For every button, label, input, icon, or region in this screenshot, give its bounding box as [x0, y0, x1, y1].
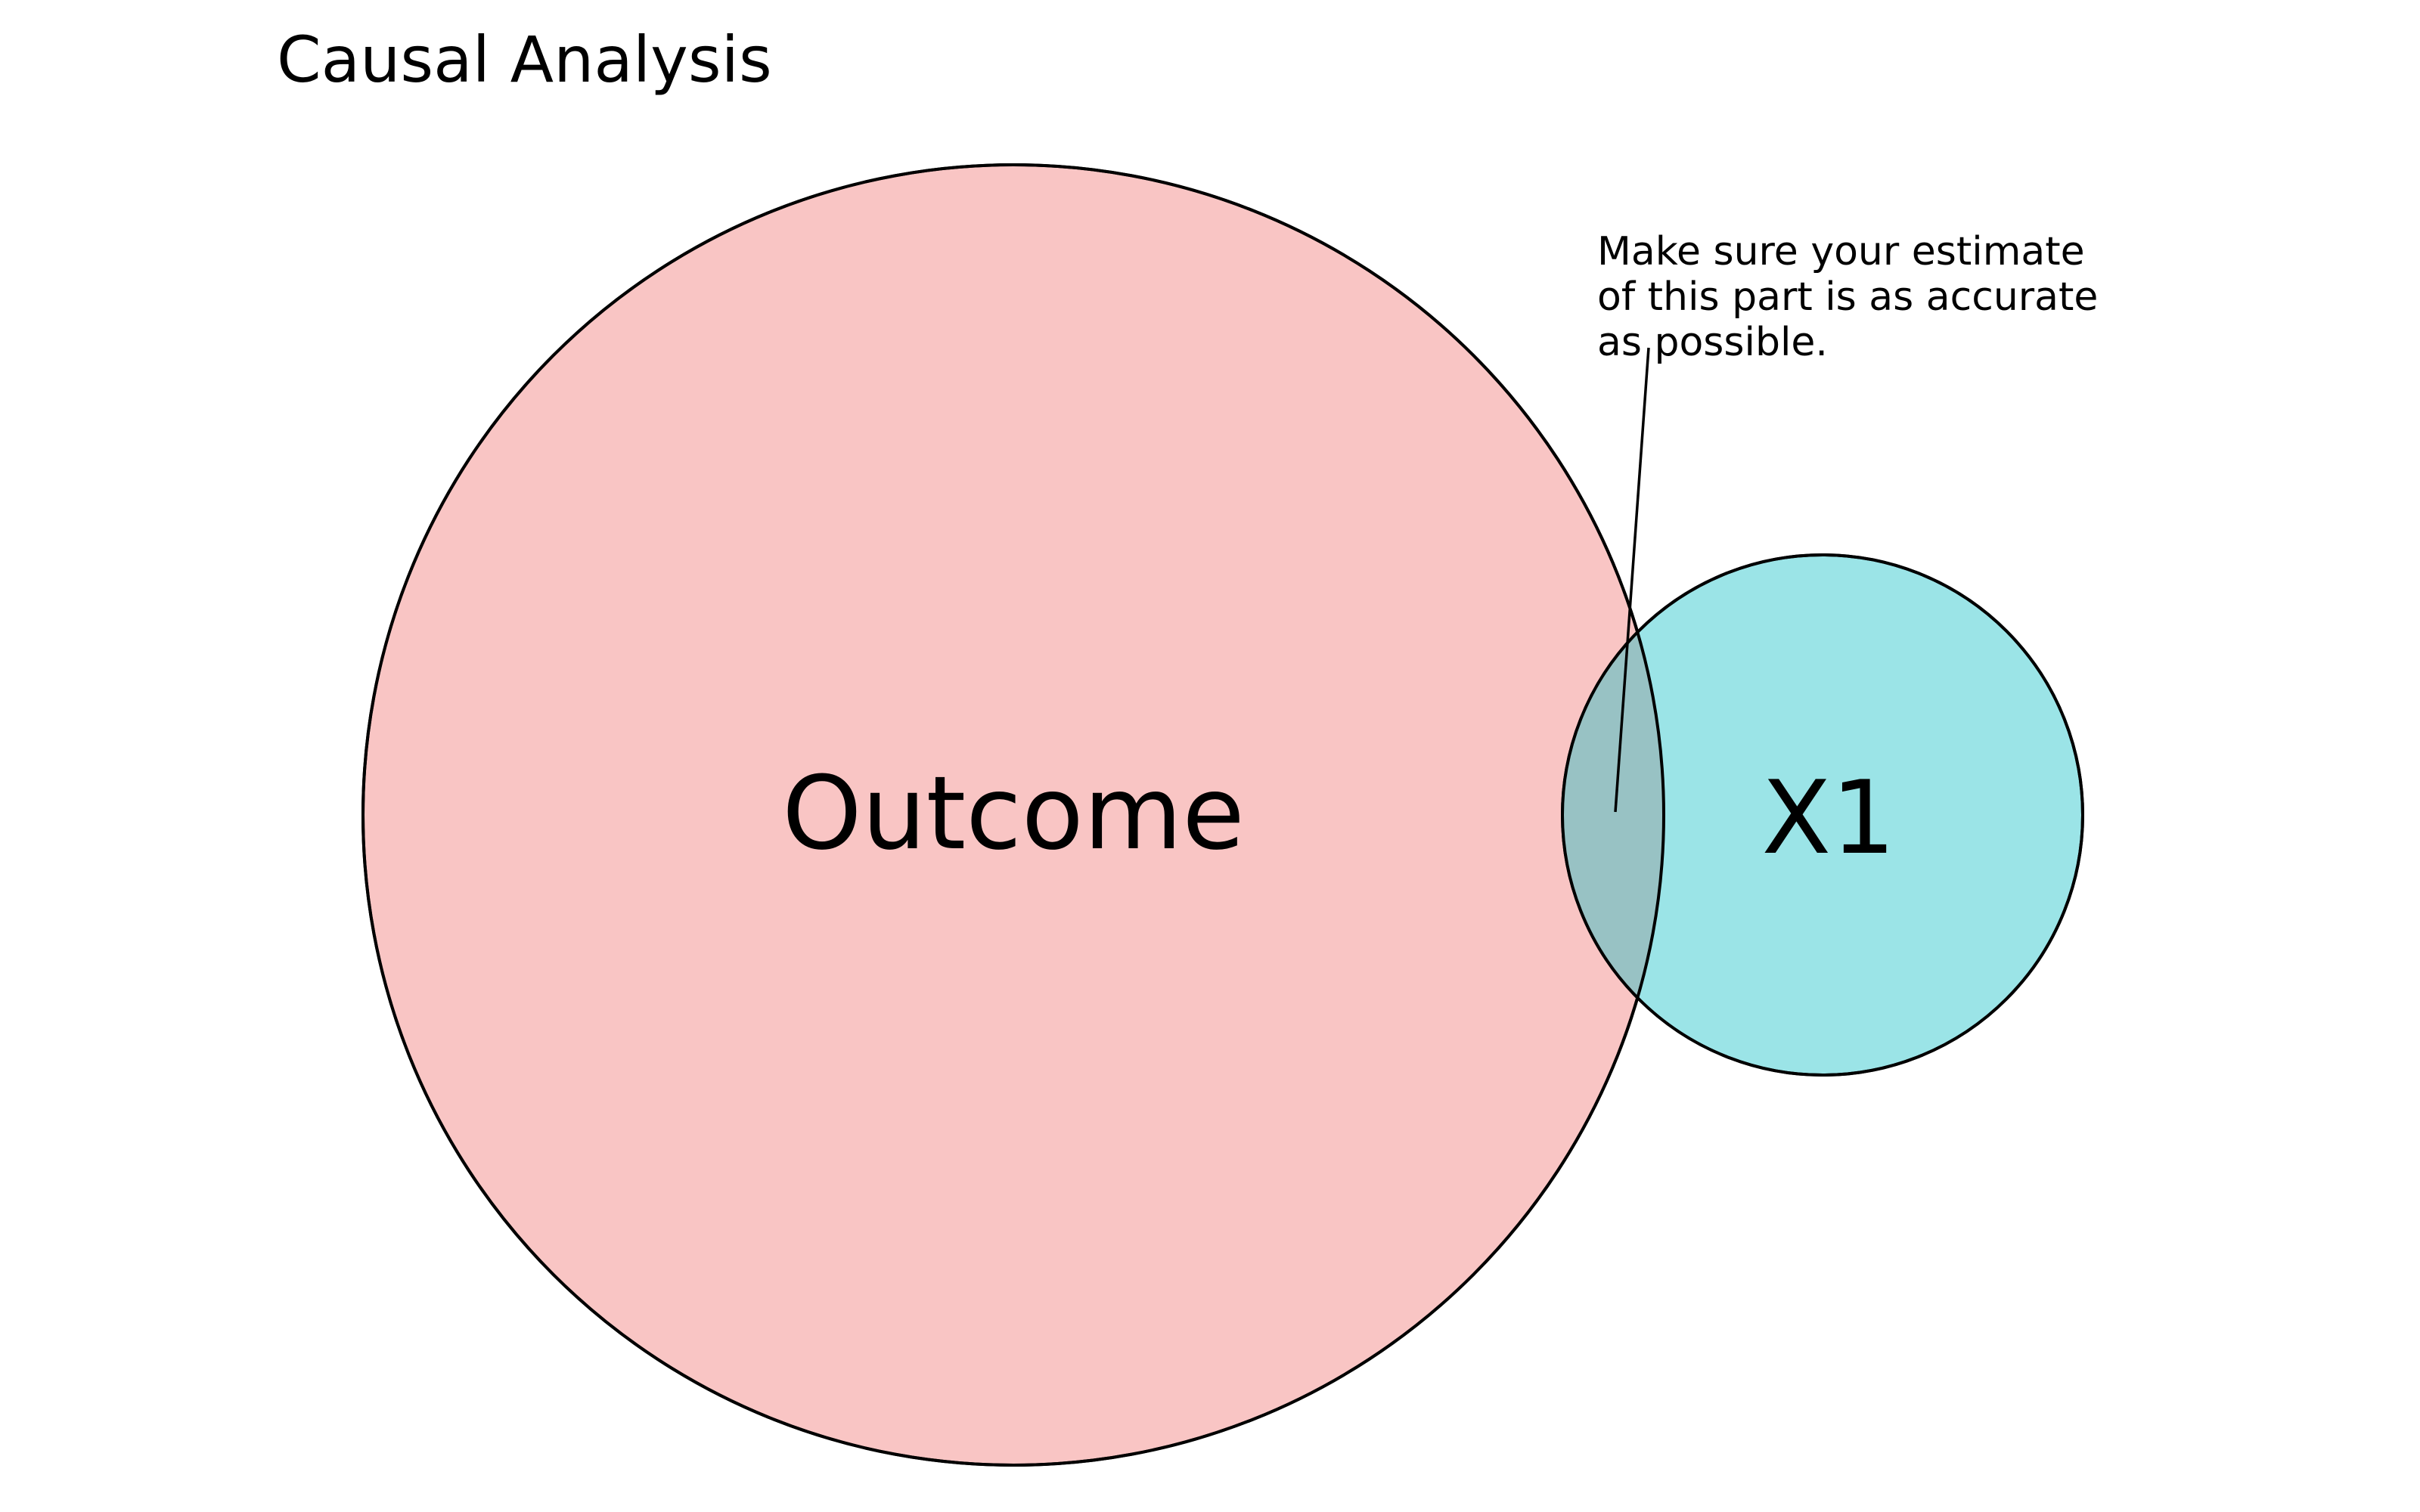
outcome-outline: [361, 163, 1665, 1467]
annotation-line-1: Make sure your estimate: [1597, 229, 2085, 274]
x1-label: X1: [1761, 759, 1895, 877]
annotation-line-2: of this part is as accurate: [1597, 274, 2098, 320]
x1-outline: [1561, 553, 2084, 1077]
outcome-label: Outcome: [782, 754, 1245, 872]
annotation-pointer: [1614, 347, 1650, 813]
diagram-title: Causal Analysis: [277, 23, 772, 97]
annotation-line-3: as possible.: [1597, 320, 1828, 365]
